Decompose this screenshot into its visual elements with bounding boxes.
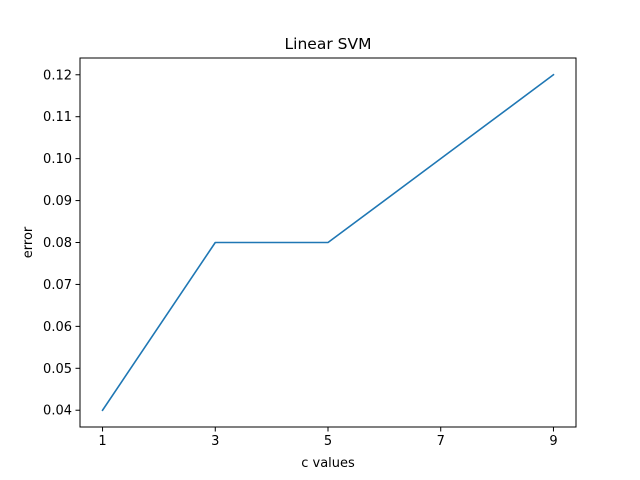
ticks-layer: 1 3 5 7 9 0.04 0.05 0.06 0.07 0.08 0.09 0.10 0.11 0.1…	[43, 68, 558, 449]
y-tick-label: 0.09	[43, 194, 72, 209]
plot-frame	[79, 57, 577, 428]
y-axis-title: error	[21, 226, 36, 258]
x-tick-label: 5	[324, 434, 332, 449]
y-tick-label: 0.04	[43, 404, 72, 419]
y-tick-label: 0.10	[43, 152, 72, 167]
y-tick-label: 0.12	[43, 68, 72, 83]
series-layer	[101, 73, 555, 412]
x-tick-label: 3	[211, 434, 219, 449]
y-tick-label: 0.11	[43, 110, 72, 125]
x-axis-title: c values	[301, 456, 355, 471]
y-tick-label: 0.07	[43, 278, 72, 293]
series-line-0	[101, 73, 555, 412]
y-tick-label: 0.06	[43, 320, 72, 335]
y-tick-label: 0.05	[43, 362, 72, 377]
x-tick-label: 7	[437, 434, 445, 449]
x-tick-label: 1	[98, 434, 106, 449]
y-tick-label: 0.08	[43, 236, 72, 251]
chart-title: Linear SVM	[285, 35, 372, 53]
x-tick-label: 9	[549, 434, 557, 449]
